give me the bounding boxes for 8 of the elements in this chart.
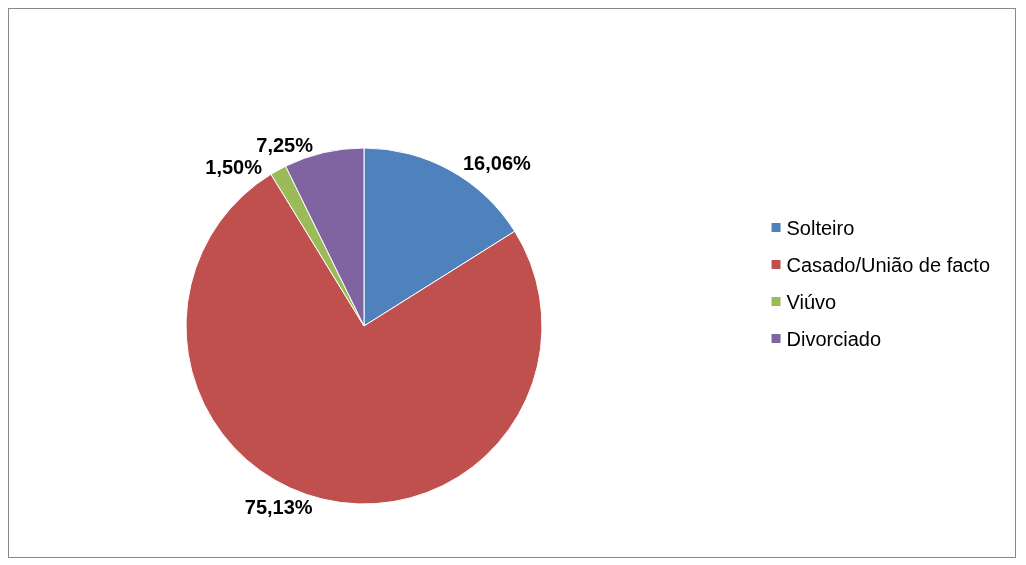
data-label: 75,13% xyxy=(244,496,313,519)
legend-label: Casado/União de facto xyxy=(786,253,990,276)
data-label: 1,50% xyxy=(205,155,263,178)
data-label: 16,06% xyxy=(462,152,532,175)
data-label: 7,25% xyxy=(256,133,314,156)
legend-label: Divorciado xyxy=(786,327,882,350)
legend-label: Viúvo xyxy=(786,290,837,313)
legend-label: Solteiro xyxy=(786,216,855,239)
